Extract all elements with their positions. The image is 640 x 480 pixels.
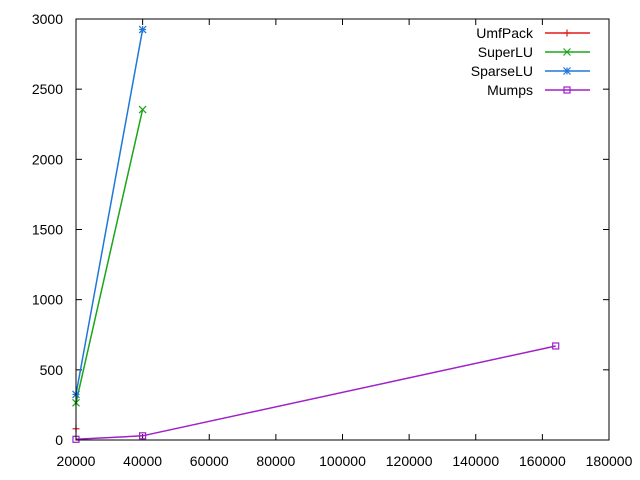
legend-item-sparselu: SparseLU [471, 63, 590, 79]
series-line-mumps [75, 345, 556, 441]
legend-item-superlu: SuperLU [478, 44, 590, 60]
y-tick-label: 3000 [32, 11, 63, 27]
data-point [138, 25, 147, 34]
data-point [552, 342, 560, 350]
y-tick-label: 1000 [32, 292, 63, 308]
x-tick-label: 20000 [57, 453, 96, 469]
data-point [563, 29, 571, 37]
x-tick-label: 140000 [452, 453, 499, 469]
data-point [563, 48, 571, 56]
legend-label: UmfPack [476, 25, 534, 41]
plot-series [72, 25, 560, 443]
x-tick-label: 60000 [190, 453, 229, 469]
legend-item-mumps: Mumps [487, 82, 590, 98]
series-mumps [72, 342, 560, 443]
series-sparselu [72, 25, 147, 399]
x-tick-label: 180000 [586, 453, 633, 469]
y-tick-label: 1500 [32, 222, 63, 238]
x-tick-label: 160000 [519, 453, 566, 469]
axis-ticks: 0 500 1000 1500 2000 2500 3000 20000 40000 60000 8… [32, 11, 633, 469]
y-tick-label: 2000 [32, 151, 63, 167]
data-point [138, 105, 147, 114]
x-tick-label: 40000 [123, 453, 162, 469]
x-tick-label: 80000 [256, 453, 295, 469]
x-tick-label: 100000 [319, 453, 366, 469]
plot-frame [75, 18, 610, 441]
y-tick-label: 2500 [32, 81, 63, 97]
data-point [563, 67, 571, 75]
series-line-sparselu [75, 29, 144, 395]
legend-label: Mumps [487, 82, 533, 98]
legend-item-umfpack: UmfPack [476, 25, 590, 41]
legend-label: SuperLU [478, 44, 533, 60]
y-tick-label: 0 [55, 432, 63, 448]
series-superlu [72, 105, 147, 407]
data-point [139, 432, 147, 440]
y-tick-label: 500 [40, 362, 64, 378]
data-point [563, 86, 571, 94]
legend: UmfPack SuperLU SparseLU Mumps [471, 25, 590, 98]
x-tick-label: 120000 [386, 453, 433, 469]
legend-label: SparseLU [471, 63, 533, 79]
series-line-superlu [75, 109, 144, 403]
